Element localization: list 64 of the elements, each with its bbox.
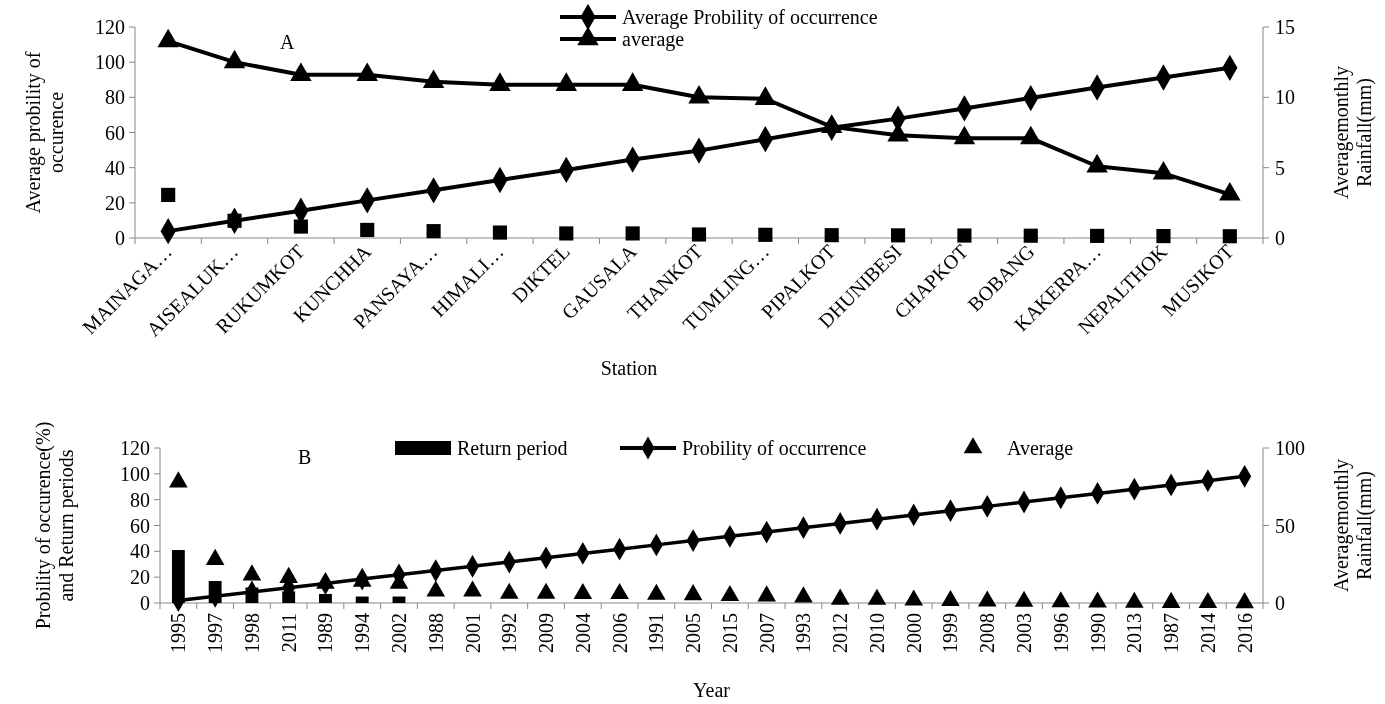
legend-label: Probility of occurrence	[682, 437, 867, 460]
x-tick-label: 1995	[167, 613, 190, 653]
y2-tick-label: 0	[1275, 227, 1285, 249]
x-tick-label: 2004	[571, 613, 594, 653]
y-tick-label: 0	[140, 592, 150, 614]
x-tick-label: 2011	[277, 613, 300, 653]
y2-tick-label: 10	[1275, 86, 1295, 109]
y-tick-label: 120	[120, 437, 150, 459]
x-tick-label: 1989	[314, 613, 337, 653]
y-tick-label: 20	[105, 191, 125, 214]
y-tick-label: 80	[130, 488, 150, 511]
x-tick-label: 1994	[351, 613, 374, 653]
x-axis-title: Station	[600, 357, 658, 379]
x-tick-label: 2005	[682, 613, 705, 653]
x-tick-label: 1991	[645, 613, 668, 653]
y-tick-label: 40	[105, 156, 125, 179]
x-tick-label: 2007	[755, 613, 778, 653]
y-axis-title: Average probility of occurence	[22, 51, 67, 214]
y2-axis-title: Averagemonthly Rainfall(mm)	[1330, 66, 1376, 199]
x-tick-label: 2008	[976, 613, 999, 653]
x-tick-label: 1999	[939, 613, 962, 653]
x-tick-label: 2012	[829, 613, 852, 653]
y-tick-label: 0	[115, 227, 125, 249]
y2-tick-label: 15	[1275, 16, 1295, 38]
legend-label: average	[622, 28, 685, 51]
x-tick-label: 2014	[1196, 613, 1219, 653]
x-tick-label: 1988	[424, 613, 447, 653]
y-tick-label: 120	[95, 16, 125, 38]
x-tick-label: 2009	[535, 613, 558, 653]
x-axis-title: Year	[693, 679, 731, 701]
x-tick-label: 2016	[1233, 613, 1256, 653]
x-tick-label: 2015	[718, 613, 741, 653]
x-tick-label: 1987	[1160, 613, 1183, 653]
x-tick-label: 2001	[461, 613, 484, 653]
x-tick-label: 1996	[1049, 613, 1072, 653]
annotation: B	[298, 446, 312, 468]
x-tick-label: 2000	[902, 613, 925, 653]
x-tick-label: 1992	[498, 613, 521, 653]
y2-tick-label: 5	[1275, 156, 1285, 179]
y2-tick-label: 100	[1275, 437, 1305, 459]
y-tick-label: 60	[105, 121, 125, 144]
x-tick-label: 2010	[865, 613, 888, 653]
y-tick-label: 60	[130, 514, 150, 537]
y-tick-label: 80	[105, 86, 125, 109]
annotation: A	[280, 31, 295, 53]
legend-label: Return period	[457, 437, 568, 460]
x-tick-label: 2003	[1013, 613, 1036, 653]
y-tick-label: 20	[130, 566, 150, 589]
y-tick-label: 40	[130, 540, 150, 563]
x-tick-label: 1990	[1086, 613, 1109, 653]
x-tick-label: 2013	[1123, 613, 1146, 653]
y2-tick-label: 0	[1275, 592, 1285, 614]
x-tick-label: 1998	[240, 613, 263, 653]
y2-axis-title: Averagemonthly Rainfall(mm)	[1330, 459, 1376, 592]
y-tick-label: 100	[95, 51, 125, 74]
y-axis-title: Probility of occurence(%) and Return periods	[32, 421, 78, 630]
legend-label: Average Probility of occurrence	[622, 6, 878, 29]
x-tick-label: 2006	[608, 613, 631, 653]
x-tick-label: 1993	[792, 613, 815, 653]
x-tick-label: 1997	[204, 613, 227, 653]
legend-label: Average	[1007, 437, 1074, 460]
x-tick-label: 2002	[387, 613, 410, 653]
y-tick-label: 100	[120, 462, 150, 485]
y2-tick-label: 50	[1275, 514, 1295, 537]
